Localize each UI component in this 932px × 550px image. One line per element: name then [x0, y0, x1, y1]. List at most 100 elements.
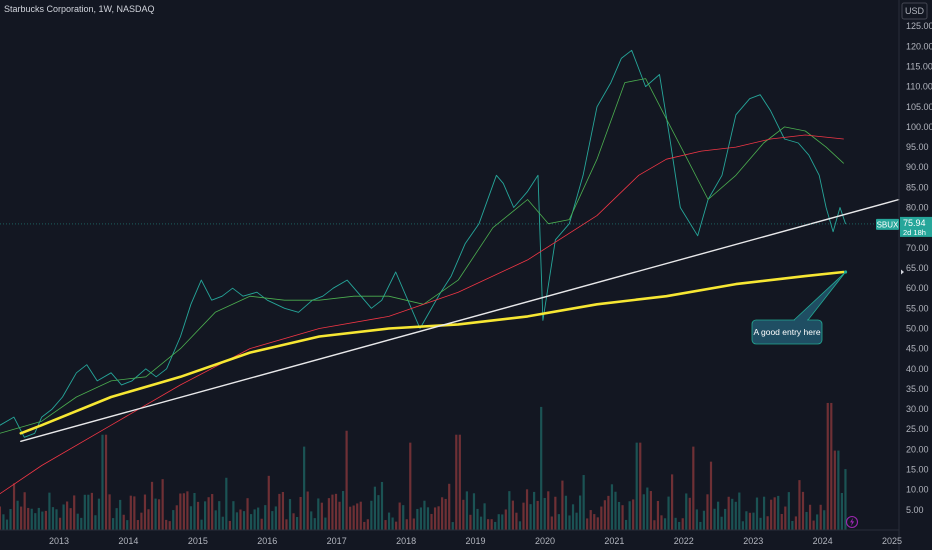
- volume-bar: [221, 516, 224, 530]
- volume-bar: [458, 434, 461, 530]
- volume-bar: [525, 489, 529, 530]
- volume-bar: [359, 501, 362, 530]
- volume-bar: [218, 501, 221, 530]
- volume-bar: [511, 500, 514, 530]
- volume-bar: [175, 505, 178, 530]
- volume-bar: [607, 495, 610, 530]
- y-tick-label: 50.00: [906, 323, 929, 333]
- volume-bar: [44, 510, 47, 530]
- currency-label: USD: [905, 6, 925, 16]
- volume-bar: [586, 518, 589, 530]
- annotation-layer[interactable]: A good entry here: [751, 270, 848, 345]
- y-tick-label: 120.00: [906, 41, 932, 51]
- x-tick-label: 2020: [535, 536, 555, 546]
- volume-bar: [398, 502, 401, 530]
- volume-bar: [83, 494, 86, 530]
- series-line-trendline: [20, 198, 900, 442]
- volume-bar: [469, 514, 472, 530]
- volume-bar: [154, 498, 157, 530]
- currency-button[interactable]: [901, 2, 928, 20]
- volume-bar: [575, 512, 578, 530]
- volume-bar: [402, 505, 405, 530]
- volume-bar: [582, 475, 585, 530]
- volume-bar: [104, 434, 108, 530]
- volume-bar: [564, 495, 568, 530]
- x-tick-label: 2014: [118, 536, 138, 546]
- volume-bar: [759, 517, 762, 530]
- volume-bar: [370, 500, 373, 530]
- volume-bar: [161, 479, 164, 530]
- volume-bar: [472, 493, 476, 530]
- volume-bar: [278, 493, 281, 530]
- volume-bar: [593, 514, 596, 530]
- annotation-text: A good entry here: [753, 327, 820, 337]
- volume-bar: [653, 520, 656, 530]
- volume-bar: [331, 494, 334, 530]
- volume-bar: [667, 496, 670, 530]
- volume-bar: [465, 491, 468, 530]
- volume-bar: [34, 513, 37, 530]
- series-line-sma50: [0, 78, 844, 434]
- x-tick-label: 2019: [466, 536, 486, 546]
- volume-bar: [444, 498, 447, 530]
- volume-bar: [380, 481, 384, 530]
- volume-bar: [225, 477, 228, 530]
- volume-bar: [547, 491, 550, 530]
- series-line-ema_yellow: [19, 270, 845, 435]
- volume-bar: [755, 497, 759, 530]
- volume-bar: [621, 505, 624, 530]
- volume-bar: [66, 501, 69, 530]
- volume-bar: [437, 506, 440, 530]
- volume-bar: [490, 519, 493, 530]
- volume-bar: [158, 499, 161, 530]
- volume-bar: [5, 519, 9, 530]
- volume-bar: [540, 406, 543, 530]
- volume-bar: [819, 504, 822, 530]
- volume-bar: [232, 501, 235, 530]
- volume-bar: [363, 521, 366, 530]
- volume-bar: [320, 502, 323, 530]
- x-tick-label: 2025: [882, 536, 902, 546]
- volume-bar: [257, 507, 260, 530]
- time-axis[interactable]: 2013 2014 2015 2016 2017 2018 2019 2020 2021 2022…: [49, 536, 902, 546]
- volume-bar: [734, 501, 737, 530]
- volume-bar: [90, 492, 93, 530]
- volume-bar: [702, 510, 706, 530]
- volume-bar: [727, 496, 730, 530]
- volume-bar: [0, 506, 1, 530]
- volume-bar: [133, 496, 136, 530]
- volume-bar: [801, 491, 805, 530]
- volume-bar: [716, 501, 720, 530]
- annotation-box[interactable]: [751, 319, 823, 345]
- x-tick-label: 2024: [813, 536, 833, 546]
- price-axis[interactable]: 125.00 120.00 115.00 110.00 105.00 100.00 95.0…: [906, 21, 932, 515]
- volume-bar: [840, 492, 844, 530]
- volume-bar: [377, 495, 380, 530]
- y-tick-label: 30.00: [906, 404, 929, 414]
- volume-bar: [20, 506, 23, 530]
- volume-bar: [589, 510, 592, 530]
- volume-bar: [568, 515, 571, 530]
- volume-bar: [448, 483, 451, 530]
- volume-bar: [660, 515, 663, 530]
- volume-bar: [140, 512, 143, 530]
- lightning-icon[interactable]: [845, 515, 859, 529]
- y-tick-label: 35.00: [906, 384, 929, 394]
- volume-bar: [345, 430, 348, 530]
- countdown-text: 2d 18h: [903, 228, 926, 237]
- volume-bar: [441, 497, 444, 530]
- volume-bar: [678, 521, 681, 530]
- volume-bar: [55, 509, 58, 530]
- volume-bar: [823, 510, 826, 530]
- volume-bar: [179, 493, 182, 530]
- volume-bar: [48, 492, 51, 530]
- series-line-sma200: [0, 134, 844, 495]
- volume-bar: [632, 499, 635, 530]
- volume-bar: [688, 497, 691, 530]
- volume-bar: [748, 512, 752, 530]
- y-tick-label: 90.00: [906, 162, 929, 172]
- volume-bar: [462, 499, 465, 530]
- volume-bar: [274, 506, 277, 530]
- y-tick-label: 125.00: [906, 21, 932, 31]
